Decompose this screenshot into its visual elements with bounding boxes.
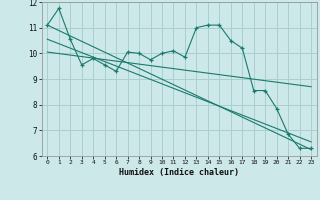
X-axis label: Humidex (Indice chaleur): Humidex (Indice chaleur) [119,168,239,177]
